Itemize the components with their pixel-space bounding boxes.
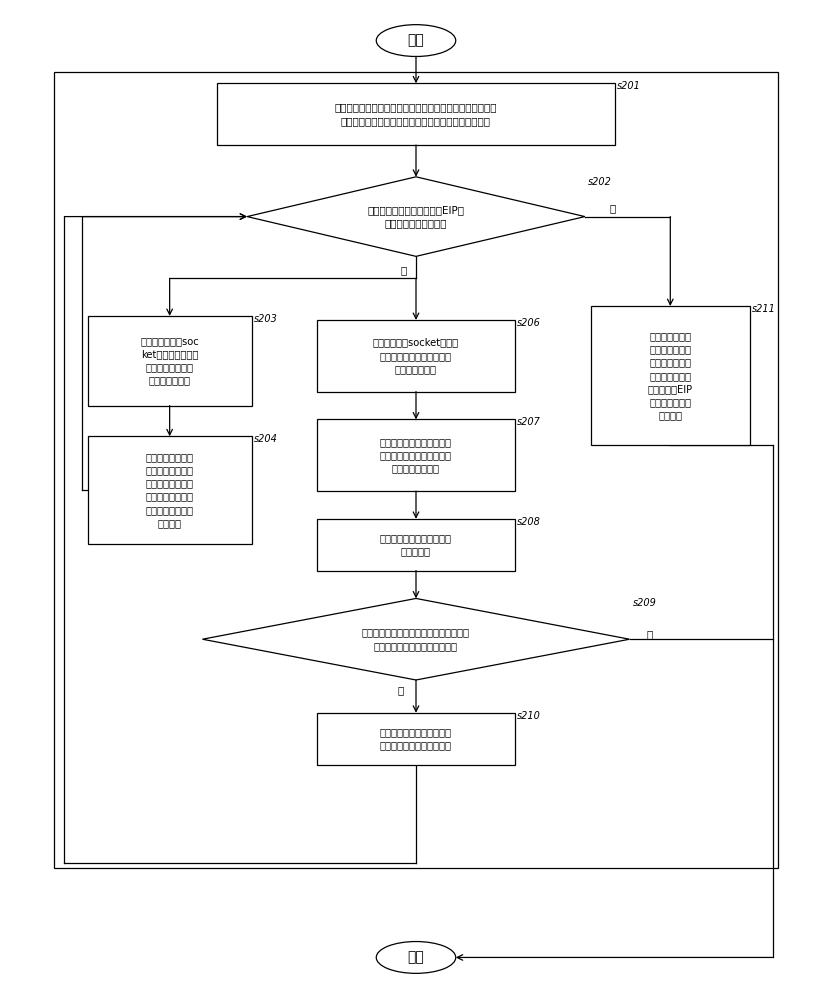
Bar xyxy=(317,519,515,571)
Text: 否: 否 xyxy=(401,265,407,275)
Text: s204: s204 xyxy=(254,434,277,444)
Polygon shape xyxy=(202,598,630,680)
Text: s209: s209 xyxy=(632,598,656,608)
Bar xyxy=(317,713,515,765)
Text: s201: s201 xyxy=(617,81,641,91)
Text: 结束: 结束 xyxy=(408,950,424,964)
Bar xyxy=(87,316,251,406)
Text: 是: 是 xyxy=(646,629,652,639)
Ellipse shape xyxy=(376,942,456,973)
Text: 提取被监视软件发包函数的内存地址，记录到发包断点地址
寄存器中并根据地址设置发包函数断点，开始监控断点: 提取被监视软件发包函数的内存地址，记录到发包断点地址 寄存器中并根据地址设置发包… xyxy=(334,103,498,126)
Text: 判断查找到的调用函数地址是否在结束机
器码前且在预设的分析层次之内: 判断查找到的调用函数地址是否在结束机 器码前且在预设的分析层次之内 xyxy=(362,628,470,651)
Text: s208: s208 xyxy=(518,517,541,527)
Text: s211: s211 xyxy=(752,304,775,314)
Text: 设置分析层次，查找调用函
数的地址；: 设置分析层次，查找调用函 数的地址； xyxy=(380,533,452,556)
Text: 记录发包函数的soc
ket值、发包的数据
长度和数据内容并
保存至日志文件: 记录发包函数的soc ket值、发包的数据 长度和数据内容并 保存至日志文件 xyxy=(141,336,199,386)
Text: s207: s207 xyxy=(518,417,541,427)
Text: 记录包函数的socket值、收
包的数据长度和数据内容并
保存至日志文件: 记录包函数的socket值、收 包的数据长度和数据内容并 保存至日志文件 xyxy=(373,338,459,374)
Ellipse shape xyxy=(376,25,456,56)
Text: s203: s203 xyxy=(254,314,277,324)
Bar xyxy=(591,306,750,445)
Text: 提取收包函数的内
存地址，记录到收
包断点地址寄存器
并根据地址设置收
包函数断点，开始
监控断点: 提取收包函数的内 存地址，记录到收 包断点地址寄存器 并根据地址设置收 包函数断… xyxy=(146,452,194,528)
Bar xyxy=(54,72,778,868)
Text: s206: s206 xyxy=(518,318,541,328)
Text: 否: 否 xyxy=(398,685,404,695)
Text: 记录当前跳转的
层次，函数调用
的顺序，当前所
有寄存器数据，
堆栈数据，EIP
地址，并保存到
日志文件: 记录当前跳转的 层次，函数调用 的顺序，当前所 有寄存器数据， 堆栈数据，EIP… xyxy=(648,331,693,420)
Text: 是: 是 xyxy=(610,204,616,214)
Text: 记录当前网络数据包构造过
程的层次和函数调用顺序，
保存到日志文件；: 记录当前网络数据包构造过 程的层次和函数调用顺序， 保存到日志文件； xyxy=(380,437,452,473)
Text: 遇到断点后断下，判断当前EIP地
址与断点地址是否匹配: 遇到断点后断下，判断当前EIP地 址与断点地址是否匹配 xyxy=(368,205,464,228)
Bar xyxy=(217,83,615,145)
Bar xyxy=(317,419,515,491)
Text: s202: s202 xyxy=(588,177,612,187)
Text: s210: s210 xyxy=(518,711,541,721)
Bar xyxy=(317,320,515,392)
Bar xyxy=(87,436,251,544)
Text: 设置网络数据包解析断点，
并查找下一个调用函数地址: 设置网络数据包解析断点， 并查找下一个调用函数地址 xyxy=(380,727,452,750)
Polygon shape xyxy=(247,177,585,256)
Text: 开始: 开始 xyxy=(408,34,424,48)
